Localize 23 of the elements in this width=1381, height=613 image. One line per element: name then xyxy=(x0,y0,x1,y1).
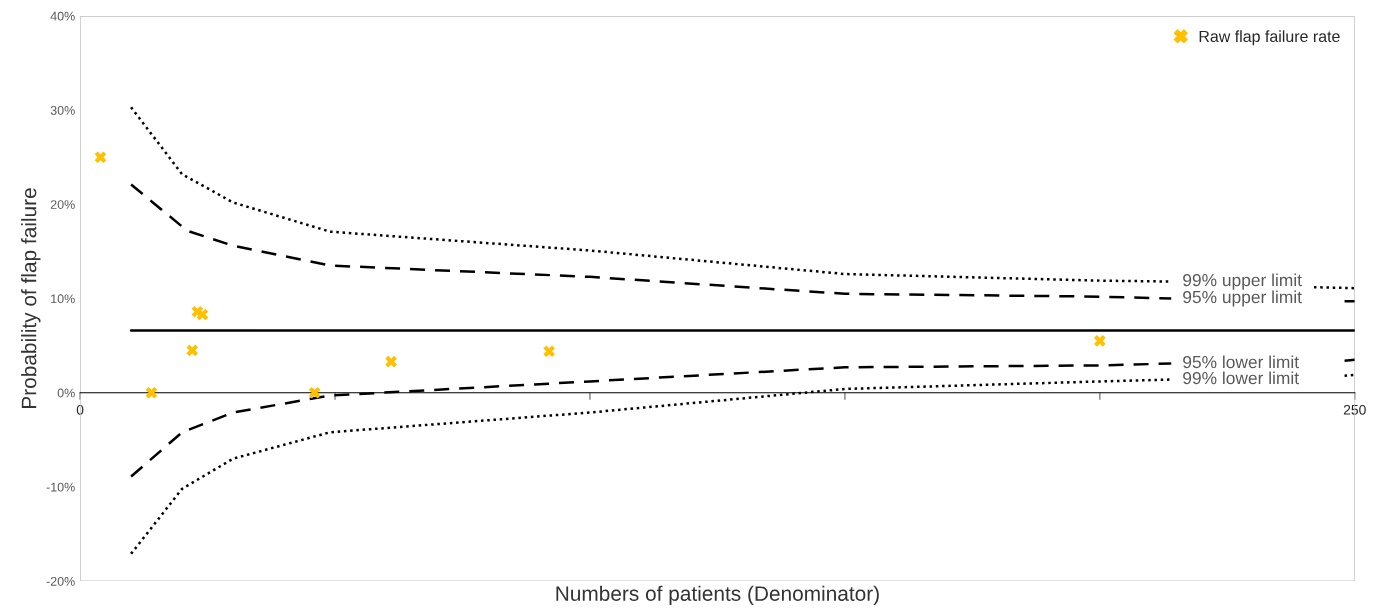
y-tick-label: 0% xyxy=(57,388,75,398)
x-axis-title: Numbers of patients (Denominator) xyxy=(556,585,879,606)
point xyxy=(385,355,397,368)
series-label: 99% lower limit xyxy=(1183,371,1299,385)
point xyxy=(543,345,555,358)
series-label: 99% upper limit xyxy=(1183,273,1302,290)
y-tick-label: 40% xyxy=(50,11,75,21)
point xyxy=(94,151,107,164)
legend-label: Raw flap failure rate xyxy=(1199,30,1340,46)
x-tick-label: 0 xyxy=(76,404,84,415)
series-label: 95% upper limit xyxy=(1183,290,1302,307)
y-tick-label: 10% xyxy=(51,294,75,304)
x-tick-label: 250 xyxy=(1343,404,1366,415)
series-label: 95% lower limit xyxy=(1183,355,1299,369)
point xyxy=(145,386,158,399)
y-tick-label: 20% xyxy=(50,200,75,209)
y-tick-label: -20% xyxy=(46,576,75,586)
point xyxy=(186,344,199,357)
point xyxy=(308,386,321,399)
point xyxy=(1094,335,1106,347)
y-axis-title: Probability of flap failure xyxy=(21,188,41,408)
y-tick-label: 30% xyxy=(50,105,75,115)
y-tick-label: -10% xyxy=(46,482,75,492)
